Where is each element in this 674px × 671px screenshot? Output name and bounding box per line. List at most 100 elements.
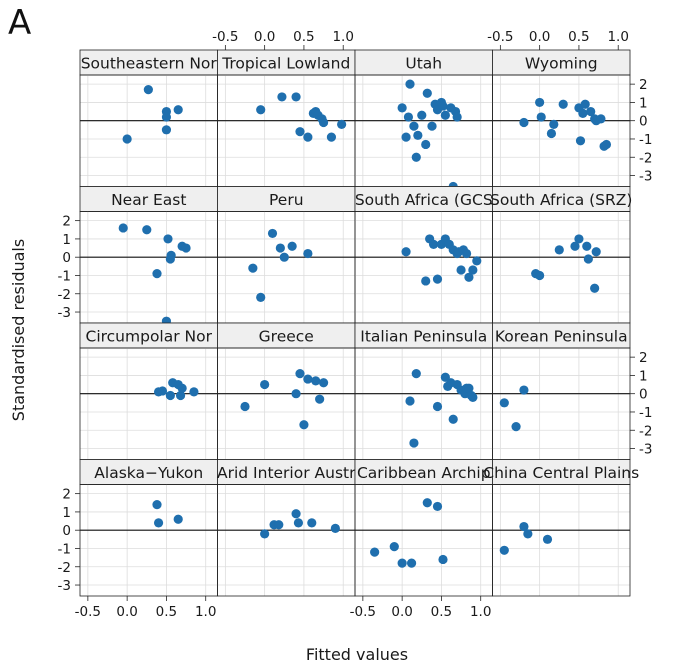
data-point [165,390,175,401]
x-tick-label: -0.5 [487,29,513,45]
y-tick-label: -1 [58,541,71,557]
y-tick-label: 2 [639,77,648,93]
panel-frame [217,74,356,187]
data-point [175,390,186,401]
y-tick-label: 0 [639,387,648,403]
data-point [274,520,284,530]
data-point [295,127,305,137]
data-point [275,243,285,253]
data-point [549,119,559,129]
data-point [256,105,266,115]
x-tick-label: 0.0 [529,29,550,45]
x-tick-label: -0.5 [350,604,376,620]
data-point [307,518,317,528]
data-point [456,265,466,275]
strip-label: South Africa (GCS [355,191,493,209]
data-point [580,99,590,109]
data-point [153,518,164,528]
strip-label: Tropical Lowland [221,55,350,73]
y-axis-title: Standardised residuals [9,239,28,421]
data-point [287,241,297,251]
data-point [536,112,546,122]
panel: Greece [217,322,356,460]
panel: South Africa (SRZ) [490,186,632,324]
panel: Italian Peninsula [354,322,493,460]
data-point [406,558,417,568]
data-point [122,134,132,144]
x-tick-label: -0.5 [212,29,238,45]
panel-letter: A [8,3,31,43]
data-point [405,79,415,89]
data-point [511,421,521,432]
data-point [260,529,270,539]
data-point [438,101,448,111]
data-point [586,106,596,117]
data-point [293,518,304,528]
data-point [177,383,187,393]
data-point [440,110,450,120]
panel: Southeastern Nor [79,49,218,187]
data-point [311,376,321,386]
panel: China Central Plains [483,459,639,597]
y-tick-label: -2 [58,560,71,576]
strip-label: Arid Interior Austr [217,464,356,482]
panel-frame [217,211,356,324]
y-tick-label: -3 [639,169,652,185]
data-point [519,385,529,395]
data-point [256,292,266,303]
data-point [448,414,458,424]
strip-label: Greece [259,328,314,346]
data-point [464,272,474,282]
data-point [326,132,337,142]
data-point [421,139,431,150]
strip-label: Caribbean Archip [357,464,491,482]
data-point [427,121,437,131]
strip-label: Southeastern Nor [81,55,218,73]
data-point [428,239,439,250]
outer-axes: -0.5 0.0 0.5 1.0 -0.5 0.0 0.5 1.0 -0.5 0.0 0.5 1.0 -… [58,29,653,620]
y-tick-label: -1 [639,405,652,421]
data-point [422,498,432,508]
data-point [409,438,419,448]
data-point [403,112,414,122]
data-point [583,254,593,264]
x-axis-title: Fitted values [306,645,408,664]
data-point [260,379,270,390]
data-point [161,125,172,135]
data-point [461,248,472,259]
data-point [582,241,592,251]
data-point [303,374,313,384]
panel: Near East [79,186,218,326]
x-tick-label: 0.0 [116,604,137,620]
data-point [546,128,557,139]
data-point [472,256,482,266]
panel-frame [492,347,631,460]
data-point [452,112,462,122]
data-point [596,114,606,124]
panel-frame [492,211,631,324]
strip [354,459,493,485]
x-tick-label: 1.0 [607,29,628,45]
panel: Caribbean Archip [354,459,493,597]
panel-frame [79,347,218,460]
y-tick-label: 1 [639,95,648,111]
data-point [315,394,325,404]
data-point [181,243,191,253]
y-tick-label: -1 [58,268,71,284]
data-point [591,247,601,257]
data-point [499,545,509,555]
data-point [299,420,309,430]
data-point [554,245,564,255]
y-tick-label: 0 [62,523,71,539]
panel-frame [217,347,356,460]
data-point [413,130,423,140]
data-point [277,92,287,102]
data-point [432,401,443,412]
strip-label: Circumpolar Nor [86,328,213,346]
data-point [575,136,586,146]
data-point [143,85,153,95]
y-tick-label: -1 [639,132,652,148]
strip-label: Alaska−Yukon [94,464,203,482]
panel-frame [79,484,218,597]
data-point [578,108,588,118]
